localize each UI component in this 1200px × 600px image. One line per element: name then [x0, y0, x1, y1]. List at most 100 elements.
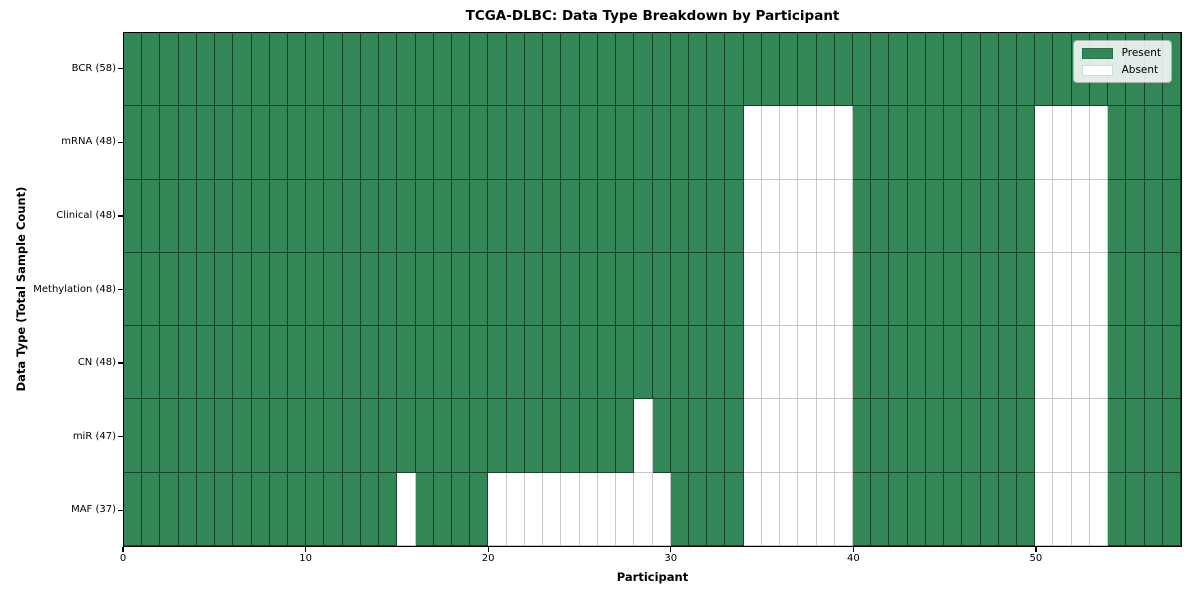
matrix-cell-MAF-32 [707, 472, 726, 546]
matrix-cell-Clinical-1 [142, 179, 161, 253]
matrix-cell-MAF-8 [269, 472, 289, 546]
matrix-cell-mRNA-45 [944, 106, 963, 180]
matrix-cell-BCR-12 [342, 33, 361, 107]
matrix-cell-MAF-18 [452, 472, 471, 546]
matrix-cell-CN-25 [579, 326, 598, 400]
matrix-cell-Clinical-5 [215, 179, 234, 253]
matrix-cell-Clinical-4 [196, 179, 216, 253]
matrix-cell-mRNA-47 [980, 106, 999, 180]
matrix-cell-BCR-46 [962, 33, 981, 107]
matrix-cell-MAF-53 [1089, 472, 1109, 546]
matrix-cell-Clinical-11 [324, 179, 343, 253]
matrix-cell-miR-36 [780, 399, 799, 473]
matrix-cell-Clinical-2 [160, 179, 179, 253]
matrix-cell-mRNA-18 [452, 106, 471, 180]
matrix-cell-miR-11 [324, 399, 343, 473]
matrix-cell-Methylation-50 [1035, 252, 1054, 327]
matrix-cell-mRNA-42 [889, 106, 908, 180]
matrix-cell-Methylation-39 [834, 252, 853, 327]
x-tick-mark-10 [304, 547, 307, 552]
matrix-cell-Clinical-23 [543, 179, 562, 253]
matrix-cell-BCR-35 [761, 33, 781, 107]
matrix-cell-MAF-24 [561, 472, 580, 546]
matrix-cell-miR-28 [634, 399, 653, 473]
matrix-cell-CN-0 [124, 326, 143, 400]
matrix-cell-CN-43 [907, 326, 926, 400]
matrix-cell-Methylation-2 [160, 252, 179, 327]
matrix-cell-MAF-11 [324, 472, 343, 546]
matrix-cell-CN-7 [251, 326, 270, 400]
matrix-cell-miR-23 [543, 399, 562, 473]
matrix-cell-miR-45 [944, 399, 963, 473]
matrix-cell-Methylation-34 [743, 252, 762, 327]
matrix-cell-BCR-41 [871, 33, 890, 107]
matrix-cell-CN-52 [1071, 326, 1090, 400]
matrix-cell-mRNA-41 [871, 106, 890, 180]
matrix-cell-miR-17 [433, 399, 453, 473]
matrix-cell-MAF-19 [470, 472, 489, 546]
matrix-cell-MAF-35 [761, 472, 781, 546]
matrix-cell-CN-38 [816, 326, 835, 400]
matrix-cell-CN-56 [1144, 326, 1163, 400]
matrix-cell-BCR-8 [269, 33, 289, 107]
matrix-cell-Clinical-30 [670, 179, 689, 253]
matrix-cell-CN-30 [670, 326, 689, 400]
matrix-cell-Clinical-54 [1108, 179, 1127, 253]
matrix-cell-miR-54 [1108, 399, 1127, 473]
matrix-cell-Methylation-53 [1089, 252, 1109, 327]
matrix-cell-Clinical-3 [178, 179, 197, 253]
matrix-cell-Methylation-10 [306, 252, 325, 327]
matrix-cell-mRNA-54 [1108, 106, 1127, 180]
matrix-cell-Methylation-32 [707, 252, 726, 327]
matrix-cell-miR-49 [1016, 399, 1036, 473]
matrix-cell-miR-30 [670, 399, 689, 473]
matrix-cell-miR-25 [579, 399, 598, 473]
matrix-cell-BCR-10 [306, 33, 325, 107]
matrix-cell-Methylation-18 [452, 252, 471, 327]
matrix-cell-miR-53 [1089, 399, 1109, 473]
matrix-cell-CN-4 [196, 326, 216, 400]
matrix-cell-Clinical-13 [360, 179, 380, 253]
matrix-cell-mRNA-34 [743, 106, 762, 180]
matrix-cell-CN-46 [962, 326, 981, 400]
matrix-cell-MAF-0 [124, 472, 143, 546]
matrix-cell-Methylation-17 [433, 252, 453, 327]
matrix-cell-Methylation-25 [579, 252, 598, 327]
matrix-cell-BCR-49 [1016, 33, 1036, 107]
matrix-cell-Clinical-14 [379, 179, 398, 253]
matrix-cell-Methylation-4 [196, 252, 216, 327]
matrix-cell-MAF-46 [962, 472, 981, 546]
matrix-cell-CN-50 [1035, 326, 1054, 400]
matrix-cell-mRNA-12 [342, 106, 361, 180]
matrix-cell-Methylation-35 [761, 252, 781, 327]
matrix-cell-CN-53 [1089, 326, 1109, 400]
matrix-cell-Clinical-49 [1016, 179, 1036, 253]
y-tick-label-miR: miR (47) [72, 430, 116, 442]
matrix-cell-BCR-40 [852, 33, 872, 107]
matrix-cell-BCR-3 [178, 33, 197, 107]
matrix-cell-MAF-28 [634, 472, 653, 546]
matrix-cell-MAF-40 [852, 472, 872, 546]
matrix-cell-CN-44 [925, 326, 945, 400]
matrix-cell-MAF-41 [871, 472, 890, 546]
x-tick-label-50: 50 [1029, 553, 1043, 564]
matrix-cell-mRNA-16 [415, 106, 434, 180]
y-tick-label-CN: CN (48) [77, 357, 116, 369]
matrix-cell-Clinical-10 [306, 179, 325, 253]
legend: Present Absent [1072, 40, 1172, 83]
y-tick-mark-miR [118, 436, 123, 438]
matrix-cell-MAF-4 [196, 472, 216, 546]
matrix-cell-miR-57 [1162, 399, 1181, 473]
chart-title: TCGA-DLBC: Data Type Breakdown by Partic… [465, 8, 840, 24]
matrix-cell-BCR-34 [743, 33, 762, 107]
matrix-cell-mRNA-14 [379, 106, 398, 180]
matrix-cell-Clinical-8 [269, 179, 289, 253]
matrix-cell-CN-3 [178, 326, 197, 400]
matrix-cell-Clinical-29 [652, 179, 671, 253]
matrix-cell-BCR-51 [1053, 33, 1072, 107]
matrix-cell-mRNA-28 [634, 106, 653, 180]
matrix-cell-Methylation-43 [907, 252, 926, 327]
matrix-cell-CN-28 [634, 326, 653, 400]
matrix-cell-Clinical-47 [980, 179, 999, 253]
matrix-cell-BCR-25 [579, 33, 598, 107]
